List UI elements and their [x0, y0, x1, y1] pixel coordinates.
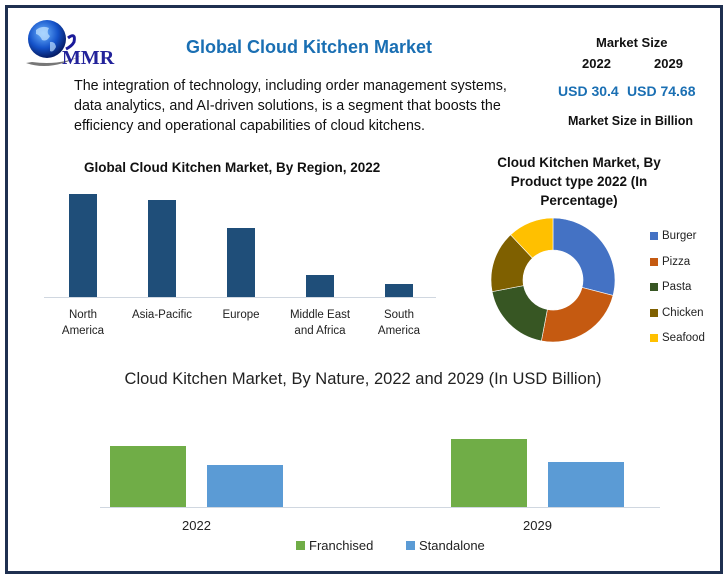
region-chart-title: Global Cloud Kitchen Market, By Region, … — [84, 160, 381, 175]
nature-chart-title: Cloud Kitchen Market, By Nature, 2022 an… — [124, 370, 602, 388]
donut-slice-burger — [552, 217, 616, 296]
standalone-bar-2029 — [548, 462, 624, 507]
burger-swatch-icon — [650, 232, 658, 240]
legend-standalone: Standalone — [406, 538, 485, 553]
page-title: Global Cloud Kitchen Market — [186, 37, 433, 57]
standalone-swatch-icon — [406, 541, 415, 550]
franchised-swatch-icon — [296, 541, 305, 550]
donut-slice-seafood — [510, 217, 554, 259]
market-size-value-2029: USD 74.68 — [627, 83, 696, 99]
market-size-year-2022: 2022 — [582, 56, 611, 71]
region-chart-axis — [44, 297, 436, 298]
legend-item-seafood: Seafood — [650, 332, 705, 344]
legend-item-pasta: Pasta — [650, 281, 691, 293]
region-bar — [385, 284, 413, 297]
pasta-swatch-icon — [650, 283, 658, 291]
region-label: South America — [377, 309, 421, 337]
product-chart-title: Cloud Kitchen Market, By Product type 20… — [486, 153, 672, 210]
legend-label: Chicken — [662, 306, 704, 319]
product-chart-title-line: Percentage) — [540, 193, 618, 208]
mmr-globe-logo-icon: MMR — [26, 20, 115, 69]
region-label: Asia-Pacific — [131, 309, 193, 321]
nature-year-label: 2029 — [523, 518, 552, 533]
legend-label: Pizza — [662, 255, 691, 268]
legend-item-pizza: Pizza — [650, 256, 690, 268]
region-label: Europe — [222, 309, 260, 321]
legend-franchised-label: Franchised — [309, 538, 374, 553]
nature-chart-axis — [100, 507, 660, 508]
region-label: Middle East and Africa — [289, 309, 351, 337]
seafood-swatch-icon — [650, 334, 658, 342]
intro-text: The integration of technology, including… — [74, 78, 507, 134]
legend-item-chicken: Chicken — [650, 307, 704, 319]
pizza-swatch-icon — [650, 257, 658, 266]
legend-label: Burger — [662, 230, 697, 242]
legend-label: Pasta — [662, 281, 692, 293]
legend-label: Seafood — [662, 332, 705, 344]
product-chart-title-line: Product type 2022 (In — [510, 174, 648, 189]
market-size-value-2022: USD 30.4 — [558, 83, 619, 99]
region-bar — [148, 200, 176, 297]
donut-slice-pizza — [541, 287, 614, 343]
region-bar — [227, 228, 255, 297]
market-size-unit: Market Size in Billion — [568, 114, 694, 128]
svg-text:MMR: MMR — [62, 47, 115, 69]
franchised-bar-2022 — [110, 446, 186, 507]
donut-slice-pasta — [491, 285, 548, 342]
franchised-bar-2029 — [451, 439, 527, 507]
product-chart-title-line: Cloud Kitchen Market, By — [497, 155, 661, 170]
region-bar — [69, 194, 97, 297]
market-size-year-2029: 2029 — [654, 56, 683, 71]
region-bar — [306, 275, 334, 297]
legend-item-burger: Burger — [650, 230, 697, 242]
chicken-swatch-icon — [650, 308, 658, 317]
legend-franchised: Franchised — [296, 538, 373, 553]
legend-standalone-label: Standalone — [419, 538, 485, 553]
market-size-label: Market Size — [596, 35, 668, 50]
region-label: North America — [61, 309, 105, 337]
nature-year-label: 2022 — [182, 518, 211, 533]
product-donut-chart — [490, 217, 616, 343]
standalone-bar-2022 — [207, 465, 283, 507]
